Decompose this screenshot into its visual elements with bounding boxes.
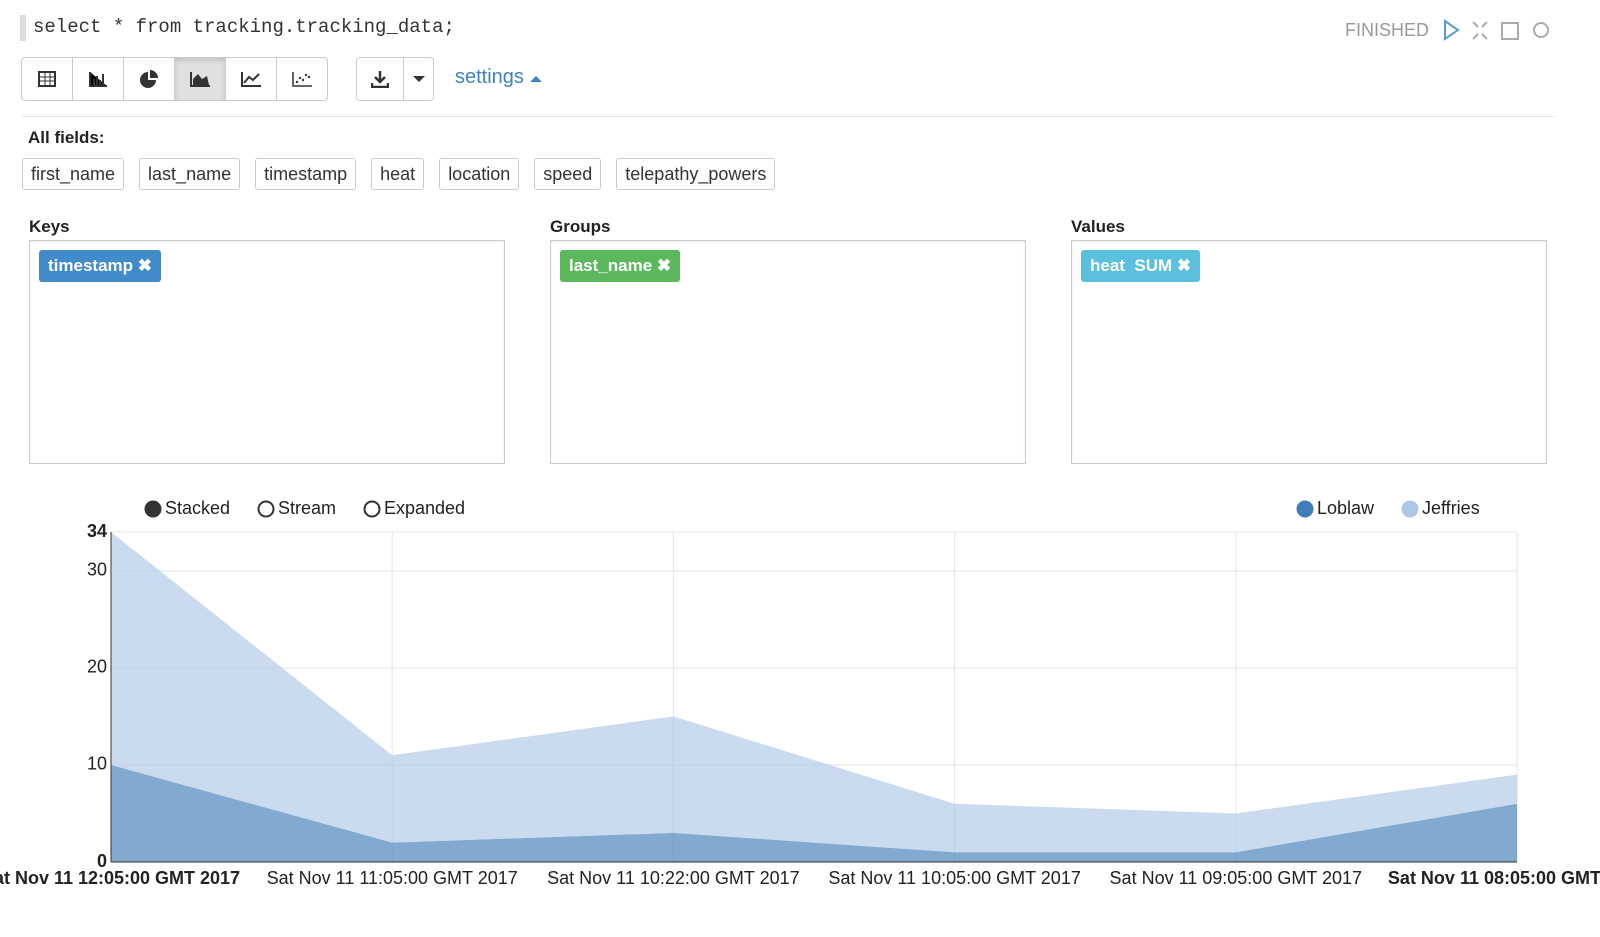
- value-field: heat: [1090, 256, 1125, 275]
- field-pill[interactable]: heat: [371, 158, 425, 190]
- area-button[interactable]: [174, 57, 226, 101]
- legend-label[interactable]: Loblaw: [1317, 498, 1375, 518]
- y-tick-label: 30: [87, 560, 107, 580]
- x-tick-label: Sat Nov 11 12:05:00 GMT 2017: [0, 868, 240, 888]
- scatter-button[interactable]: [276, 57, 328, 101]
- field-pill[interactable]: first_name: [22, 158, 125, 190]
- groups-box[interactable]: last_name ✖: [550, 240, 1026, 464]
- values-box[interactable]: heat SUM ✖: [1071, 240, 1547, 464]
- pie-button[interactable]: [123, 57, 175, 101]
- area: [111, 764, 1517, 862]
- download-dropdown[interactable]: [403, 57, 434, 101]
- download-button[interactable]: [356, 57, 404, 101]
- bar-button[interactable]: [72, 57, 124, 101]
- radio-label[interactable]: Expanded: [384, 498, 465, 518]
- chart: Stacked Stream Expanded Loblaw Jeffries 0 10 20…: [0, 498, 1600, 888]
- legend-swatch[interactable]: [1401, 500, 1419, 518]
- keys-box[interactable]: timestamp ✖: [29, 240, 505, 464]
- values-label: Values: [1071, 217, 1125, 236]
- download-buttons: [356, 57, 434, 101]
- x-tick-label: Sat Nov 11 10:05:00 GMT 2017: [828, 868, 1081, 888]
- x-tick-label: Sat Nov 11 08:05:00 GMT 2017: [1388, 868, 1600, 888]
- field-list: first_name last_name timestamp heat location…: [22, 158, 776, 190]
- field-pill[interactable]: speed: [534, 158, 602, 190]
- radio[interactable]: [363, 500, 381, 518]
- field-pill[interactable]: timestamp: [255, 158, 357, 190]
- settings-label[interactable]: settings: [455, 66, 524, 88]
- x-tick-label: Sat Nov 11 11:05:00 GMT 2017: [267, 868, 518, 888]
- settings-toggle[interactable]: settings: [455, 66, 542, 89]
- groups-label: Groups: [550, 217, 611, 236]
- y-tick-label: 34: [87, 521, 107, 541]
- key-name: timestamp: [48, 256, 134, 275]
- line-button[interactable]: [225, 57, 277, 101]
- value-tag[interactable]: heat SUM ✖: [1081, 250, 1201, 282]
- area: [111, 532, 1517, 853]
- table-button[interactable]: [21, 57, 73, 101]
- x-tick-label: Sat Nov 11 09:05:00 GMT 2017: [1110, 868, 1363, 888]
- key-tag[interactable]: timestamp ✖: [39, 250, 161, 282]
- radio[interactable]: [144, 500, 162, 518]
- y-tick-label: 0: [97, 851, 107, 871]
- x-tick-label: Sat Nov 11 10:22:00 GMT 2017: [547, 868, 800, 888]
- y-tick-label: 10: [87, 754, 107, 774]
- editor-gutter: [20, 15, 26, 41]
- divider: [22, 116, 1555, 117]
- radio-label[interactable]: Stream: [278, 498, 336, 518]
- status: FINISHED: [1345, 20, 1430, 40]
- value-aggregation: SUM: [1134, 256, 1173, 275]
- group-name: last_name: [569, 256, 653, 275]
- radio-label[interactable]: Stacked: [165, 498, 230, 518]
- query-text[interactable]: select * from tracking.tracking_data;: [33, 16, 455, 38]
- y-tick-label: 20: [87, 657, 107, 677]
- field-pill[interactable]: location: [439, 158, 520, 190]
- group-tag[interactable]: last_name ✖: [560, 250, 681, 282]
- fields-label: All fields:: [28, 128, 105, 147]
- field-pill[interactable]: telepathy_powers: [616, 158, 776, 190]
- field-pill[interactable]: last_name: [139, 158, 241, 190]
- radio[interactable]: [257, 500, 275, 518]
- legend-swatch[interactable]: [1296, 500, 1314, 518]
- chart-type-buttons: [21, 57, 328, 101]
- legend-label[interactable]: Jeffries: [1422, 498, 1480, 518]
- keys-label: Keys: [29, 217, 70, 236]
- paragraph-icons[interactable]: [1440, 18, 1555, 44]
